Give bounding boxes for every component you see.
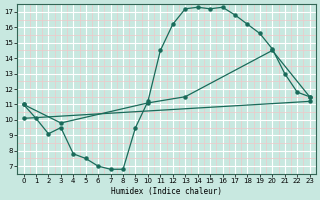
X-axis label: Humidex (Indice chaleur): Humidex (Indice chaleur): [111, 187, 222, 196]
